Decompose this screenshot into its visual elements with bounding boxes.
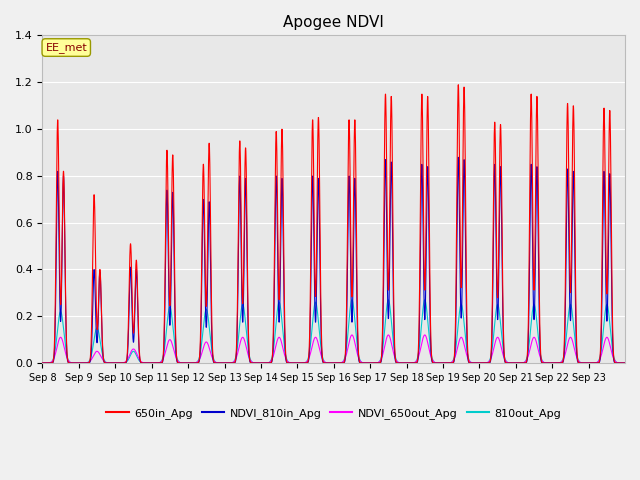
- Text: EE_met: EE_met: [45, 42, 87, 53]
- Title: Apogee NDVI: Apogee NDVI: [284, 15, 384, 30]
- Legend: 650in_Apg, NDVI_810in_Apg, NDVI_650out_Apg, 810out_Apg: 650in_Apg, NDVI_810in_Apg, NDVI_650out_A…: [102, 403, 566, 423]
